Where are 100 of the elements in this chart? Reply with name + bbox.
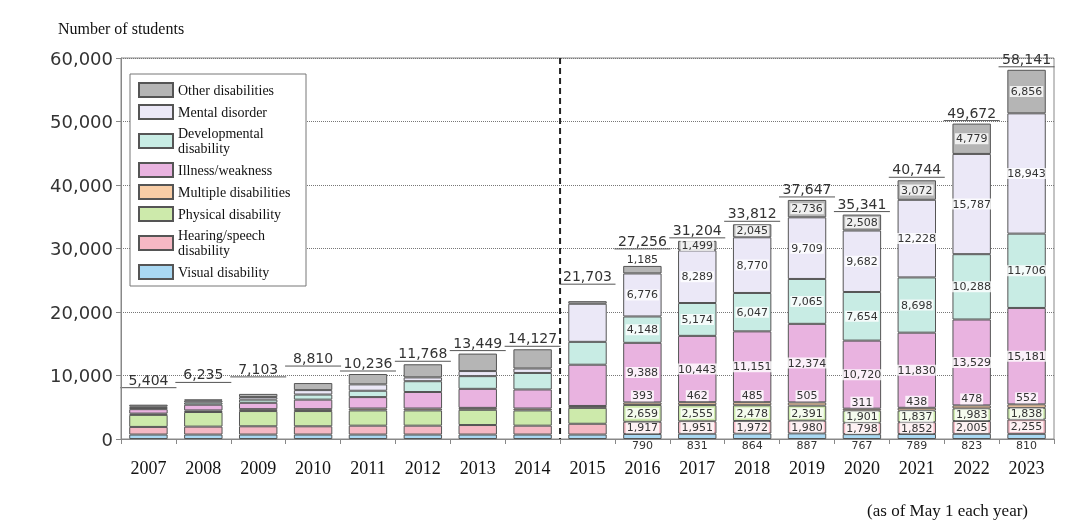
data-label: 3,072 bbox=[901, 183, 933, 197]
x-tick-label: 2011 bbox=[350, 458, 386, 478]
y-axis-title: Number of students bbox=[57, 19, 185, 37]
data-label: 9,682 bbox=[846, 254, 878, 268]
data-label: 1,983 bbox=[955, 408, 988, 422]
data-label: 11,706 bbox=[1007, 264, 1046, 278]
legend-label: Developmental disability bbox=[178, 126, 268, 156]
x-tick-label: 2009 bbox=[240, 458, 277, 478]
total-label: 14,127 bbox=[508, 330, 558, 347]
data-label: 4,779 bbox=[955, 132, 988, 146]
total-label: 13,449 bbox=[453, 334, 503, 351]
legend-label: Illness/weakness bbox=[178, 162, 273, 178]
data-label: 2,508 bbox=[846, 216, 878, 230]
data-label: 2,255 bbox=[1010, 420, 1043, 434]
data-label: 823 bbox=[961, 439, 983, 452]
legend-label: Visual disability bbox=[178, 264, 270, 280]
total-label: 31,204 bbox=[672, 221, 722, 238]
y-tick-label: 30,000 bbox=[50, 238, 113, 259]
legend-label: Physical disability bbox=[178, 206, 282, 222]
bar bbox=[239, 402, 278, 410]
data-label: 1,901 bbox=[846, 410, 878, 424]
data-label: 13,529 bbox=[952, 355, 991, 369]
x-tick-label: 2023 bbox=[1008, 458, 1045, 478]
bar bbox=[403, 364, 443, 378]
data-label: 10,288 bbox=[952, 280, 991, 294]
data-label: 810 bbox=[1016, 439, 1038, 452]
total-label: 11,768 bbox=[398, 345, 448, 362]
data-label: 6,856 bbox=[1010, 85, 1043, 99]
y-tick-label: 50,000 bbox=[50, 111, 113, 132]
y-tick-label: 10,000 bbox=[50, 365, 113, 386]
total-label: 58,141 bbox=[1002, 50, 1052, 67]
total-label: 37,647 bbox=[782, 180, 832, 197]
total-label: 27,256 bbox=[617, 232, 667, 249]
x-tick-label: 2021 bbox=[898, 458, 935, 478]
total-label: 6,235 bbox=[183, 366, 224, 383]
x-tick-label: 2016 bbox=[624, 458, 661, 478]
data-label: 1,972 bbox=[736, 420, 768, 434]
data-label: 311 bbox=[851, 395, 873, 409]
data-label: 1,837 bbox=[901, 409, 933, 423]
total-label: 40,744 bbox=[892, 161, 942, 178]
data-label: 12,374 bbox=[787, 356, 827, 370]
data-label: 438 bbox=[906, 394, 928, 408]
x-tick-label: 2014 bbox=[514, 458, 551, 478]
data-label: 1,798 bbox=[846, 421, 878, 435]
legend-label: Multiple disabilities bbox=[178, 184, 291, 200]
legend-label: Mental disorder bbox=[178, 104, 268, 120]
total-label: 7,103 bbox=[238, 360, 279, 377]
data-label: 1,951 bbox=[681, 421, 714, 435]
legend-label: Hearing/speech disability bbox=[178, 228, 269, 258]
data-label: 6,047 bbox=[736, 305, 768, 319]
data-label: 1,185 bbox=[626, 252, 659, 266]
data-label: 8,698 bbox=[901, 298, 933, 312]
x-tick-label: 2013 bbox=[459, 458, 496, 478]
data-label: 7,065 bbox=[791, 294, 823, 308]
data-label: 485 bbox=[741, 389, 763, 403]
data-label: 1,838 bbox=[1010, 407, 1043, 421]
total-label: 21,703 bbox=[563, 268, 612, 285]
total-label: 8,810 bbox=[293, 350, 334, 367]
bar bbox=[513, 349, 552, 369]
data-label: 1,917 bbox=[626, 421, 659, 435]
x-tick-label: 2010 bbox=[295, 458, 332, 478]
data-label: 864 bbox=[741, 439, 763, 452]
data-label: 18,943 bbox=[1007, 166, 1046, 180]
total-label: 49,672 bbox=[947, 104, 997, 121]
x-tick-label: 2020 bbox=[843, 458, 880, 478]
data-label: 1,980 bbox=[791, 420, 823, 434]
data-label: 1,852 bbox=[901, 421, 933, 435]
data-label: 478 bbox=[961, 392, 983, 406]
data-label: 505 bbox=[796, 389, 818, 403]
bar bbox=[458, 353, 497, 372]
text: (as of May 1 each year) bbox=[867, 501, 1029, 520]
data-label: 5,174 bbox=[681, 312, 714, 326]
y-tick-label: 20,000 bbox=[50, 301, 113, 323]
data-label: 887 bbox=[796, 439, 818, 452]
data-label: 10,720 bbox=[842, 368, 882, 382]
data-label: 2,391 bbox=[791, 406, 823, 420]
data-label: 2,736 bbox=[791, 202, 823, 216]
y-tick-label: 40,000 bbox=[50, 174, 113, 196]
data-label: 9,709 bbox=[791, 241, 823, 255]
data-label: 12,228 bbox=[897, 232, 937, 246]
data-label: 8,770 bbox=[736, 258, 768, 272]
y-tick-label: 60,000 bbox=[50, 47, 113, 69]
y-tick-label: 0 bbox=[101, 428, 113, 450]
x-tick-label: 2018 bbox=[734, 458, 771, 478]
bar bbox=[293, 399, 333, 410]
x-tick-label: 2017 bbox=[679, 458, 716, 478]
bar bbox=[293, 383, 333, 391]
x-tick-label: 2019 bbox=[789, 458, 826, 478]
data-label: 8,289 bbox=[681, 270, 714, 284]
x-tick-label: 2007 bbox=[130, 458, 167, 478]
data-label: 4,148 bbox=[626, 323, 659, 337]
data-label: 831 bbox=[686, 439, 708, 452]
data-label: 11,151 bbox=[732, 360, 772, 374]
data-label: 2,555 bbox=[681, 406, 714, 420]
data-label: 9,388 bbox=[626, 366, 659, 380]
total-label: 5,404 bbox=[128, 371, 169, 388]
data-label: 1,499 bbox=[681, 239, 714, 253]
data-label: 2,478 bbox=[736, 406, 768, 420]
bar bbox=[239, 393, 278, 398]
data-label: 789 bbox=[906, 439, 928, 452]
